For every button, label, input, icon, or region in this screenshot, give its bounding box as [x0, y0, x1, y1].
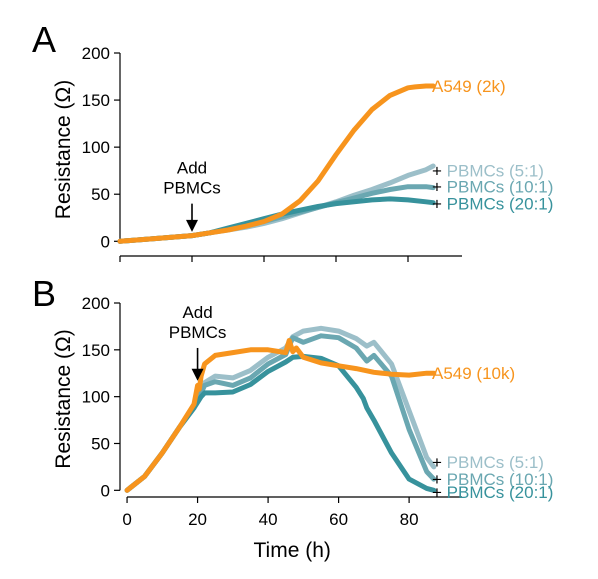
x-tick-label: 20	[188, 510, 207, 529]
series-label: + PBMCs (5:1)	[432, 162, 544, 181]
series-line	[117, 163, 436, 244]
panel-b-axes: 0 50 100 150 200 0 20 40 60 80 Resistance (Ω) Time …	[52, 294, 462, 562]
series-line	[124, 338, 437, 493]
panel-a-axes: 0 50 100 150 200 Resistance (Ω)	[52, 44, 462, 262]
series-label: + PBMCs (10:1)	[432, 178, 553, 197]
x-tick-label: 40	[259, 510, 278, 529]
panel-b: B 0 50 100 150 200 0 20 40 60 80 Resistance (Ω) Tim…	[32, 273, 553, 562]
y-axis-label: Resistance (Ω)	[52, 329, 75, 468]
x-axis-label: Time (h)	[253, 539, 330, 562]
y-tick-label: 50	[91, 185, 110, 204]
x-tick-label: 0	[122, 510, 131, 529]
series-label: + PBMCs (10:1)	[432, 470, 553, 489]
y-tick-label: 200	[82, 294, 110, 313]
annotation-text: PBMCs	[163, 179, 221, 198]
y-tick-label: 150	[82, 91, 110, 110]
y-axis-label: Resistance (Ω)	[52, 80, 75, 219]
annotation-arrow-head	[191, 368, 204, 381]
series-label: A549 (2k)	[432, 77, 506, 96]
series-line	[124, 353, 437, 493]
panel-b-series	[124, 325, 437, 493]
x-tick-label: 60	[329, 510, 348, 529]
annotation-arrow-head	[186, 219, 198, 232]
y-tick-label: 200	[82, 44, 110, 63]
y-tick-label: 0	[101, 481, 110, 500]
series-label: A549 (10k)	[432, 364, 515, 383]
panel-a: A 0 50 100 150 200 Resistance (Ω) A549 (2k) + …	[32, 19, 553, 262]
x-tick-label: 80	[400, 510, 419, 529]
y-tick-label: 150	[82, 341, 110, 360]
panel-a-labels: A549 (2k) + PBMCs (5:1)+ PBMCs (10:1)+ PB…	[163, 77, 553, 232]
panel-a-letter: A	[32, 19, 56, 60]
series-label: + PBMCs (20:1)	[432, 195, 553, 214]
y-tick-label: 50	[91, 434, 110, 453]
annotation-text: Add	[182, 303, 212, 322]
panel-b-labels: A549 (10k) + PBMCs (5:1)+ PBMCs (10:1)+ P…	[169, 303, 554, 502]
series-label: + PBMCs (20:1)	[432, 483, 553, 502]
series-line	[117, 83, 436, 244]
y-tick-label: 100	[82, 138, 110, 157]
annotation-text: Add	[177, 159, 207, 178]
y-tick-label: 0	[101, 232, 110, 251]
panel-a-series	[117, 83, 436, 244]
annotation-text: PBMCs	[169, 323, 227, 342]
series-label: + PBMCs (5:1)	[432, 453, 544, 472]
y-tick-label: 100	[82, 388, 110, 407]
panel-b-letter: B	[32, 273, 56, 314]
